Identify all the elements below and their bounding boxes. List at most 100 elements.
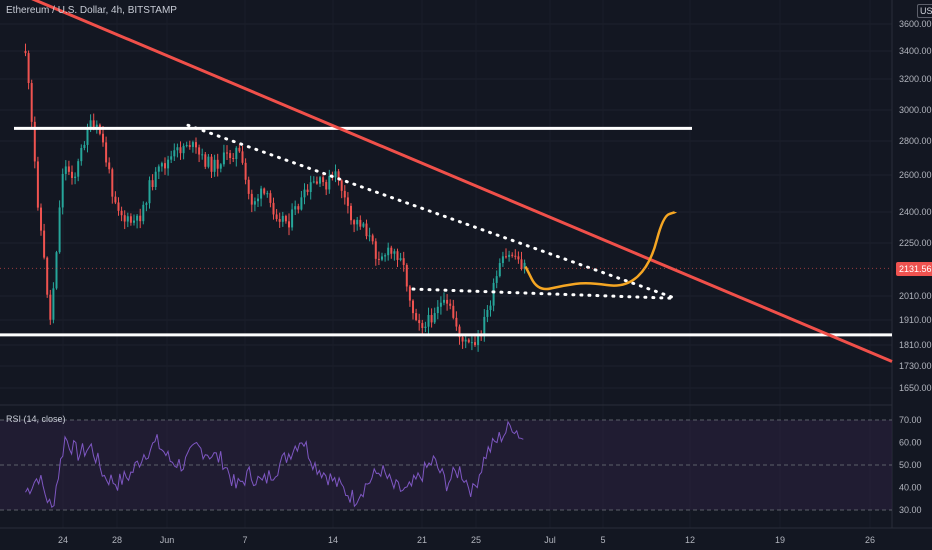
candle-body [415, 313, 418, 321]
price-tick: 2010.00 [899, 291, 932, 301]
candle-body [402, 258, 405, 265]
candle-body [80, 148, 83, 162]
candle-body [467, 339, 470, 343]
candle-body [396, 251, 399, 260]
candle-body [315, 181, 318, 184]
candle-body [198, 147, 201, 155]
candle-body [36, 161, 39, 208]
candle-body [495, 276, 498, 283]
rsi-tick: 70.00 [899, 415, 922, 425]
price-tick: 3400.00 [899, 46, 932, 56]
candle-body [399, 258, 402, 260]
candle-body [182, 145, 185, 154]
candle-body [49, 294, 52, 320]
time-tick: 24 [58, 535, 68, 545]
candle-body [120, 210, 123, 216]
candle-body [266, 193, 269, 195]
candle-body [319, 177, 321, 184]
candle-body [67, 166, 70, 172]
candle-body [204, 154, 207, 167]
price-tick: 1910.00 [899, 315, 932, 325]
candle-body [520, 259, 523, 269]
time-tick: 7 [242, 535, 247, 545]
candle-body [179, 147, 182, 154]
candle-body [213, 159, 216, 172]
drawing-overlays [0, 0, 893, 363]
candle-body [188, 145, 191, 147]
time-tick: Jul [544, 535, 556, 545]
time-tick: 12 [685, 535, 695, 545]
candle-body [328, 176, 331, 190]
rsi-label: RSI (14, close) [6, 414, 66, 424]
time-axis: 24 28 Jun 7 14 21 25 Jul 5 12 19 26 [0, 527, 932, 545]
descending-trendline [31, 0, 893, 363]
rsi-tick: 60.00 [899, 438, 922, 448]
candle-body [195, 142, 197, 148]
candle-body [58, 207, 61, 253]
chart-title: Ethereum / U.S. Dollar, 4h, BITSTAMP [6, 5, 177, 16]
candle-body [173, 150, 176, 157]
time-tick: 5 [600, 535, 605, 545]
candle-body [405, 264, 408, 287]
candle-body [151, 180, 154, 188]
candle-body [371, 235, 374, 242]
candle-body [281, 215, 284, 222]
candle-body [325, 182, 328, 190]
candle-body [427, 315, 430, 327]
candle-body [244, 162, 247, 180]
candles [24, 43, 526, 352]
candle-body [170, 156, 173, 160]
time-tick: Jun [160, 535, 175, 545]
candle-body [145, 203, 148, 205]
candle-body [343, 190, 346, 198]
candle-body [470, 342, 473, 344]
price-tick: 1650.00 [899, 383, 932, 393]
candle-body [253, 201, 256, 205]
candle-body [353, 220, 356, 225]
last-price-tag: 2131.56 [896, 262, 932, 276]
candle-body [412, 300, 414, 314]
price-tick: 3600.00 [899, 19, 932, 29]
candle-body [474, 342, 476, 346]
candle-body [433, 313, 436, 323]
candle-body [52, 288, 55, 320]
candle-body [374, 241, 377, 259]
candle-body [365, 223, 368, 237]
currency-button[interactable]: USD [917, 4, 932, 18]
candle-body [176, 147, 179, 151]
candle-body [368, 235, 371, 237]
candle-body [350, 205, 352, 221]
candle-body [300, 197, 303, 210]
candle-body [449, 303, 452, 306]
price-axis: 3600.00 3400.00 3200.00 3000.00 2800.00 2600.… [899, 19, 932, 393]
candle-body [154, 171, 157, 188]
time-tick: 14 [328, 535, 338, 545]
candle-body [64, 166, 67, 174]
candle-body [377, 258, 380, 260]
candle-body [92, 120, 95, 127]
time-tick: 26 [865, 535, 875, 545]
candle-body [105, 142, 108, 163]
time-tick: 21 [417, 535, 427, 545]
candle-body [133, 220, 135, 223]
dotted-support [411, 287, 677, 300]
candle-body [46, 257, 49, 295]
candle-body [83, 144, 86, 149]
candle-body [250, 193, 253, 205]
projection-curve [524, 210, 676, 291]
candle-body [511, 254, 514, 256]
candle-body [359, 219, 362, 227]
candle-body [461, 337, 464, 342]
candle-body [297, 206, 300, 210]
candle-body [55, 252, 58, 289]
candle-body [306, 189, 309, 192]
candle-body [418, 320, 421, 324]
candle-body [263, 188, 266, 194]
candle-body [455, 317, 458, 327]
candle-body [337, 171, 340, 181]
candle-body [322, 177, 325, 183]
candle-body [312, 181, 315, 183]
rsi-line [25, 420, 524, 509]
candle-body [257, 198, 259, 202]
